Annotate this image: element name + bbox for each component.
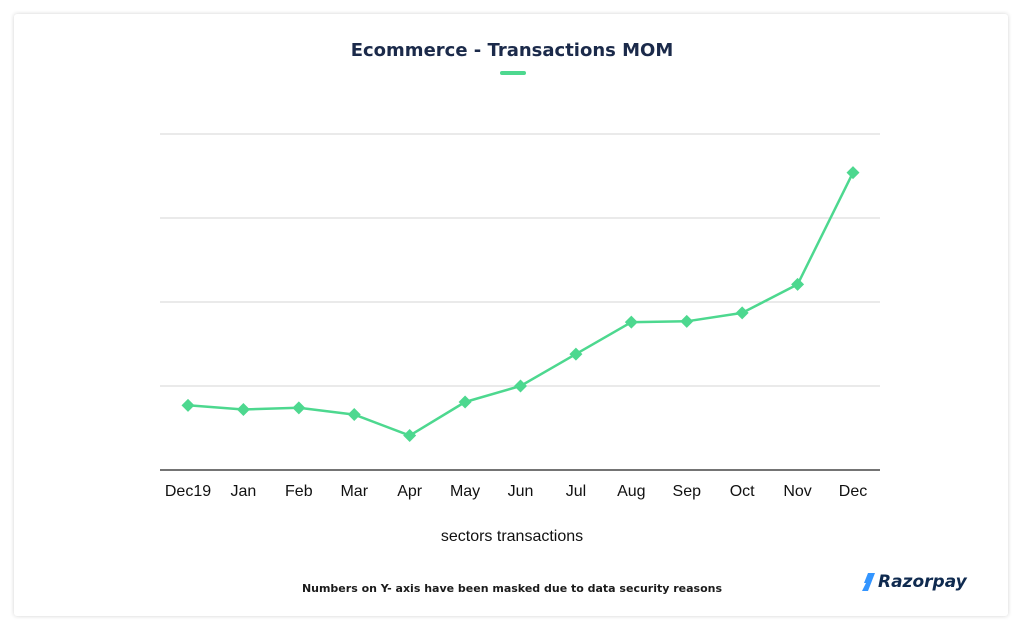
- x-tick-label: Feb: [285, 483, 313, 500]
- brand-name: Razorpay: [878, 572, 967, 592]
- chart-card: [14, 14, 1008, 616]
- data-point-jun: [514, 379, 527, 393]
- data-point-jul: [569, 347, 583, 361]
- x-tick-label: Apr: [397, 483, 423, 500]
- x-tick-label: Aug: [617, 483, 645, 500]
- data-point-mar: [347, 408, 361, 422]
- chart-title: Ecommerce - Transactions MOM: [350, 40, 674, 61]
- data-point-feb: [292, 401, 306, 415]
- x-tick-label: Dec19: [165, 483, 211, 500]
- x-tick-label: Mar: [340, 483, 368, 500]
- data-point-sep: [680, 314, 694, 328]
- x-tick-label: Oct: [730, 483, 755, 500]
- x-tick-label: Jul: [566, 483, 586, 500]
- razorpay-logo-icon: [862, 573, 875, 591]
- x-axis-title: sectors transactions: [441, 528, 583, 545]
- x-tick-label: Jun: [508, 483, 534, 500]
- data-point-dec19: [181, 398, 195, 412]
- x-tick-label: Jan: [231, 483, 257, 500]
- series-line: [187, 172, 855, 437]
- data-point-oct: [735, 306, 749, 320]
- x-tick-label: Dec: [839, 483, 867, 500]
- brand-logo: Razorpay: [862, 572, 967, 592]
- x-tick-label: Nov: [783, 483, 811, 500]
- title-underline: [500, 71, 526, 75]
- series-layer: [181, 166, 860, 443]
- footnote: Numbers on Y- axis have been masked due …: [301, 582, 723, 595]
- x-tick-label: Sep: [673, 483, 702, 500]
- x-tick-label: May: [450, 483, 480, 500]
- x-tick-labels: Dec19 Jan Feb Mar Apr May Jun Jul Aug Sep Oct Nov De…: [165, 483, 867, 500]
- data-point-dec: [846, 166, 860, 180]
- data-point-aug: [624, 315, 638, 329]
- data-point-nov: [791, 277, 805, 291]
- data-point-apr: [403, 429, 417, 443]
- gridlines: [160, 133, 880, 387]
- data-point-jan: [236, 403, 250, 417]
- data-point-may: [458, 395, 472, 409]
